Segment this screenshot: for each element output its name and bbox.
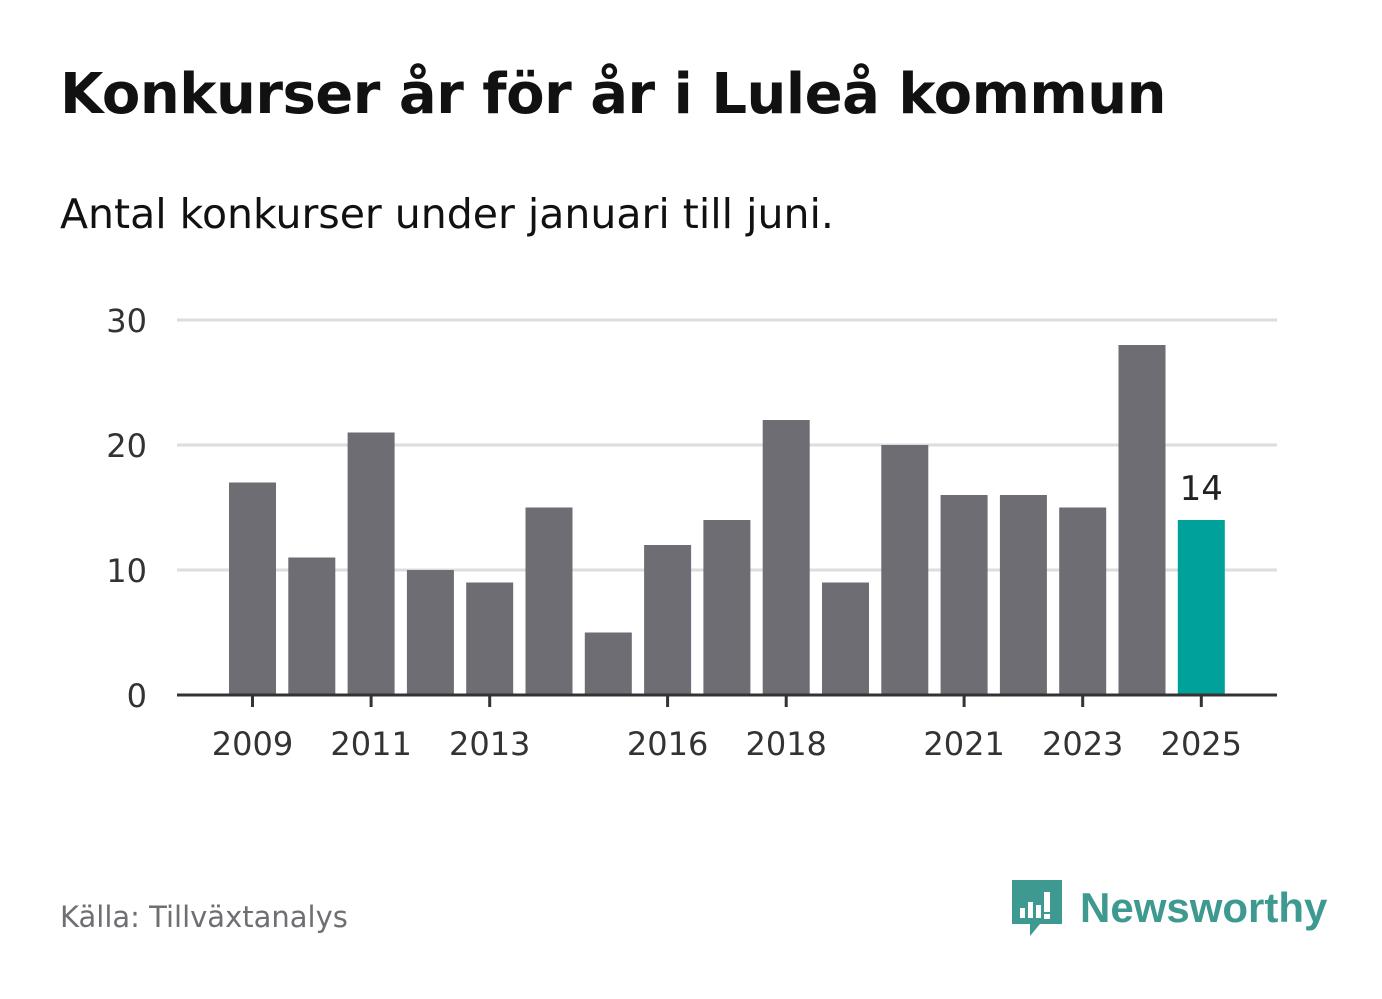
bar-2019 [822, 582, 869, 695]
bar-2021 [940, 495, 988, 695]
bar-2025 [1177, 520, 1225, 695]
newsworthy-logo-icon [1012, 880, 1062, 936]
x-tick-label: 2011 [330, 725, 411, 763]
y-tick-label: 0 [127, 677, 147, 715]
bar-2012 [406, 570, 454, 695]
chart-title: Konkurser år för år i Luleå kommun [60, 62, 1167, 127]
bar-2024 [1118, 345, 1166, 695]
x-tick-label: 2021 [923, 725, 1004, 763]
highlight-data-label: 14 [1180, 469, 1223, 509]
bar-2020 [881, 445, 929, 695]
x-tick-label: 2023 [1042, 725, 1123, 763]
x-tick-label: 2016 [627, 725, 708, 763]
y-tick-label: 20 [106, 427, 147, 465]
x-tick-label: 2009 [212, 725, 293, 763]
x-tick-label: 2018 [745, 725, 826, 763]
labels: 0 10 20 30 2009 2011 2013 2016 2018 2021 2023 2025 1… [106, 302, 1242, 763]
brand-name: Newsworthy [1080, 884, 1328, 931]
x-tick-label: 2013 [449, 725, 530, 763]
y-tick-label: 30 [106, 302, 147, 340]
bar-2013 [466, 582, 514, 695]
bar-2017 [703, 520, 751, 695]
bar-2018 [762, 420, 810, 695]
chart-subtitle: Antal konkurser under januari till juni. [60, 190, 834, 238]
y-tick-label: 10 [106, 552, 147, 590]
bar-2015 [584, 632, 632, 695]
bar-2022 [999, 495, 1047, 695]
bar-2014 [525, 507, 573, 695]
bar-2023 [1059, 507, 1107, 695]
bars [229, 345, 1225, 695]
bar-2009 [229, 482, 276, 695]
bar-2011 [347, 432, 395, 695]
bar-2016 [644, 545, 692, 695]
newsworthy-logo: Newsworthy [1010, 878, 1327, 938]
bar-2010 [288, 557, 336, 695]
source-note: Källa: Tillväxtanalys [60, 900, 348, 934]
axes [177, 693, 1277, 707]
x-tick-label: 2025 [1161, 725, 1242, 763]
